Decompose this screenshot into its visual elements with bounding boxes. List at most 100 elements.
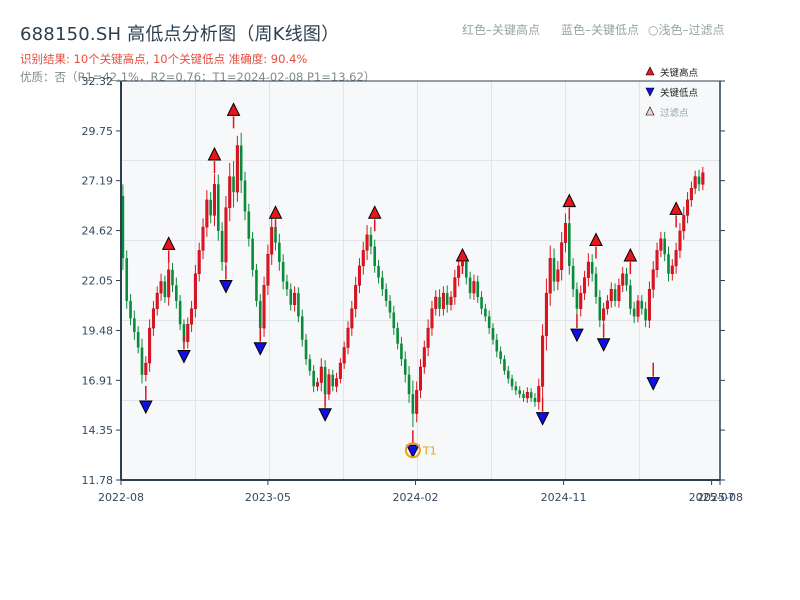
key-high-marker-icon <box>669 201 683 215</box>
candle-down <box>209 199 212 216</box>
candle-down <box>506 370 510 379</box>
candle-up <box>457 265 461 278</box>
candle-up <box>609 289 613 302</box>
candle-down <box>171 269 174 286</box>
candle-down <box>251 238 254 270</box>
key-low-marker-icon <box>570 328 584 343</box>
candle-down <box>499 351 502 360</box>
candle-down <box>133 318 136 332</box>
candle-down <box>175 285 178 301</box>
candle-down <box>594 273 598 298</box>
key-high-marker-icon <box>226 102 241 116</box>
y-tick-label: 24.62 <box>82 225 114 238</box>
y-tick-label: 11.78 <box>82 474 114 487</box>
candle-down <box>304 339 308 360</box>
candle-up <box>159 281 163 294</box>
candle-up <box>342 347 346 364</box>
candle-up <box>548 257 552 294</box>
candle-up <box>266 254 270 286</box>
candle-down <box>400 343 403 360</box>
candle-up <box>319 366 323 383</box>
candle-up <box>583 277 587 294</box>
candle-up <box>350 308 354 329</box>
candle-up <box>212 184 216 216</box>
candle-up <box>563 222 567 243</box>
candle-down <box>136 331 140 348</box>
candle-up <box>682 215 686 232</box>
candle-up <box>346 327 350 348</box>
y-tick-label: 16.91 <box>82 374 114 387</box>
candle-down <box>518 390 521 395</box>
candle-down <box>278 242 281 263</box>
candle-up <box>693 176 697 189</box>
key-high-marker-icon <box>562 193 577 208</box>
candle-down <box>522 394 525 399</box>
key-low-marker-icon <box>535 412 550 426</box>
key-high-marker-icon <box>623 247 638 262</box>
candle-down <box>510 378 514 387</box>
candle-down <box>232 176 235 193</box>
candle-up <box>197 250 201 274</box>
t1-label: T1 <box>422 444 437 457</box>
candle-down <box>140 347 144 375</box>
candle-down <box>297 293 300 317</box>
candle-up <box>422 347 426 368</box>
candle-down <box>258 300 262 329</box>
candle-down <box>640 300 644 309</box>
candle-down <box>445 293 449 305</box>
candle-up <box>270 226 274 255</box>
x-tick-label: 2025-07 <box>689 491 735 504</box>
candle-up <box>525 391 529 399</box>
candle-down <box>514 386 518 391</box>
candle-down <box>388 300 392 313</box>
x-tick-label: 2024-11 <box>541 491 587 504</box>
candle-down <box>663 238 666 255</box>
candle-up <box>327 374 331 395</box>
candle-up <box>678 230 682 251</box>
candle-down <box>590 262 594 274</box>
candle-up <box>415 390 419 414</box>
candle-up <box>686 199 690 216</box>
candle-up <box>651 269 655 290</box>
candle-up <box>636 300 640 317</box>
candle-up <box>338 362 342 379</box>
candle-up <box>365 234 369 251</box>
x-tick-label: 2023-05 <box>245 491 291 504</box>
candle-down <box>129 300 132 319</box>
candle-up <box>701 172 705 185</box>
candle-down <box>392 312 396 329</box>
candle-down <box>484 308 487 317</box>
candle-down <box>323 366 327 395</box>
legend-light-filtered-text: ○浅色–过滤点 <box>648 23 725 37</box>
legend-label: 过滤点 <box>660 107 689 119</box>
candle-down <box>381 277 384 290</box>
candle-up <box>670 265 674 274</box>
candle-down <box>289 289 293 305</box>
candle-down <box>632 308 636 317</box>
candle-down <box>625 273 628 286</box>
candle-up <box>151 308 155 329</box>
candle-up <box>315 382 319 387</box>
legend-label: 关键低点 <box>660 87 699 99</box>
candle-up <box>155 292 159 309</box>
candle-down <box>396 328 399 344</box>
candle-down <box>575 289 579 309</box>
candle-up <box>647 289 651 321</box>
candle-up <box>361 250 365 267</box>
candle-down <box>411 394 415 414</box>
candle-down <box>312 370 315 387</box>
candle-down <box>220 230 224 263</box>
candle-down <box>503 359 506 371</box>
legend-label: 关键高点 <box>660 67 699 79</box>
candle-down <box>182 324 186 342</box>
candle-up <box>674 250 678 267</box>
candle-down <box>629 285 632 309</box>
legend-filtered-icon <box>645 106 655 116</box>
candle-up <box>419 366 423 391</box>
candles <box>121 132 705 428</box>
candle-up <box>453 277 457 298</box>
y-tick-label: 14.35 <box>82 424 114 437</box>
recognition-result-text: 识别结果: 10个关键高点, 10个关键低点 准确度: 90.4% <box>20 52 308 66</box>
